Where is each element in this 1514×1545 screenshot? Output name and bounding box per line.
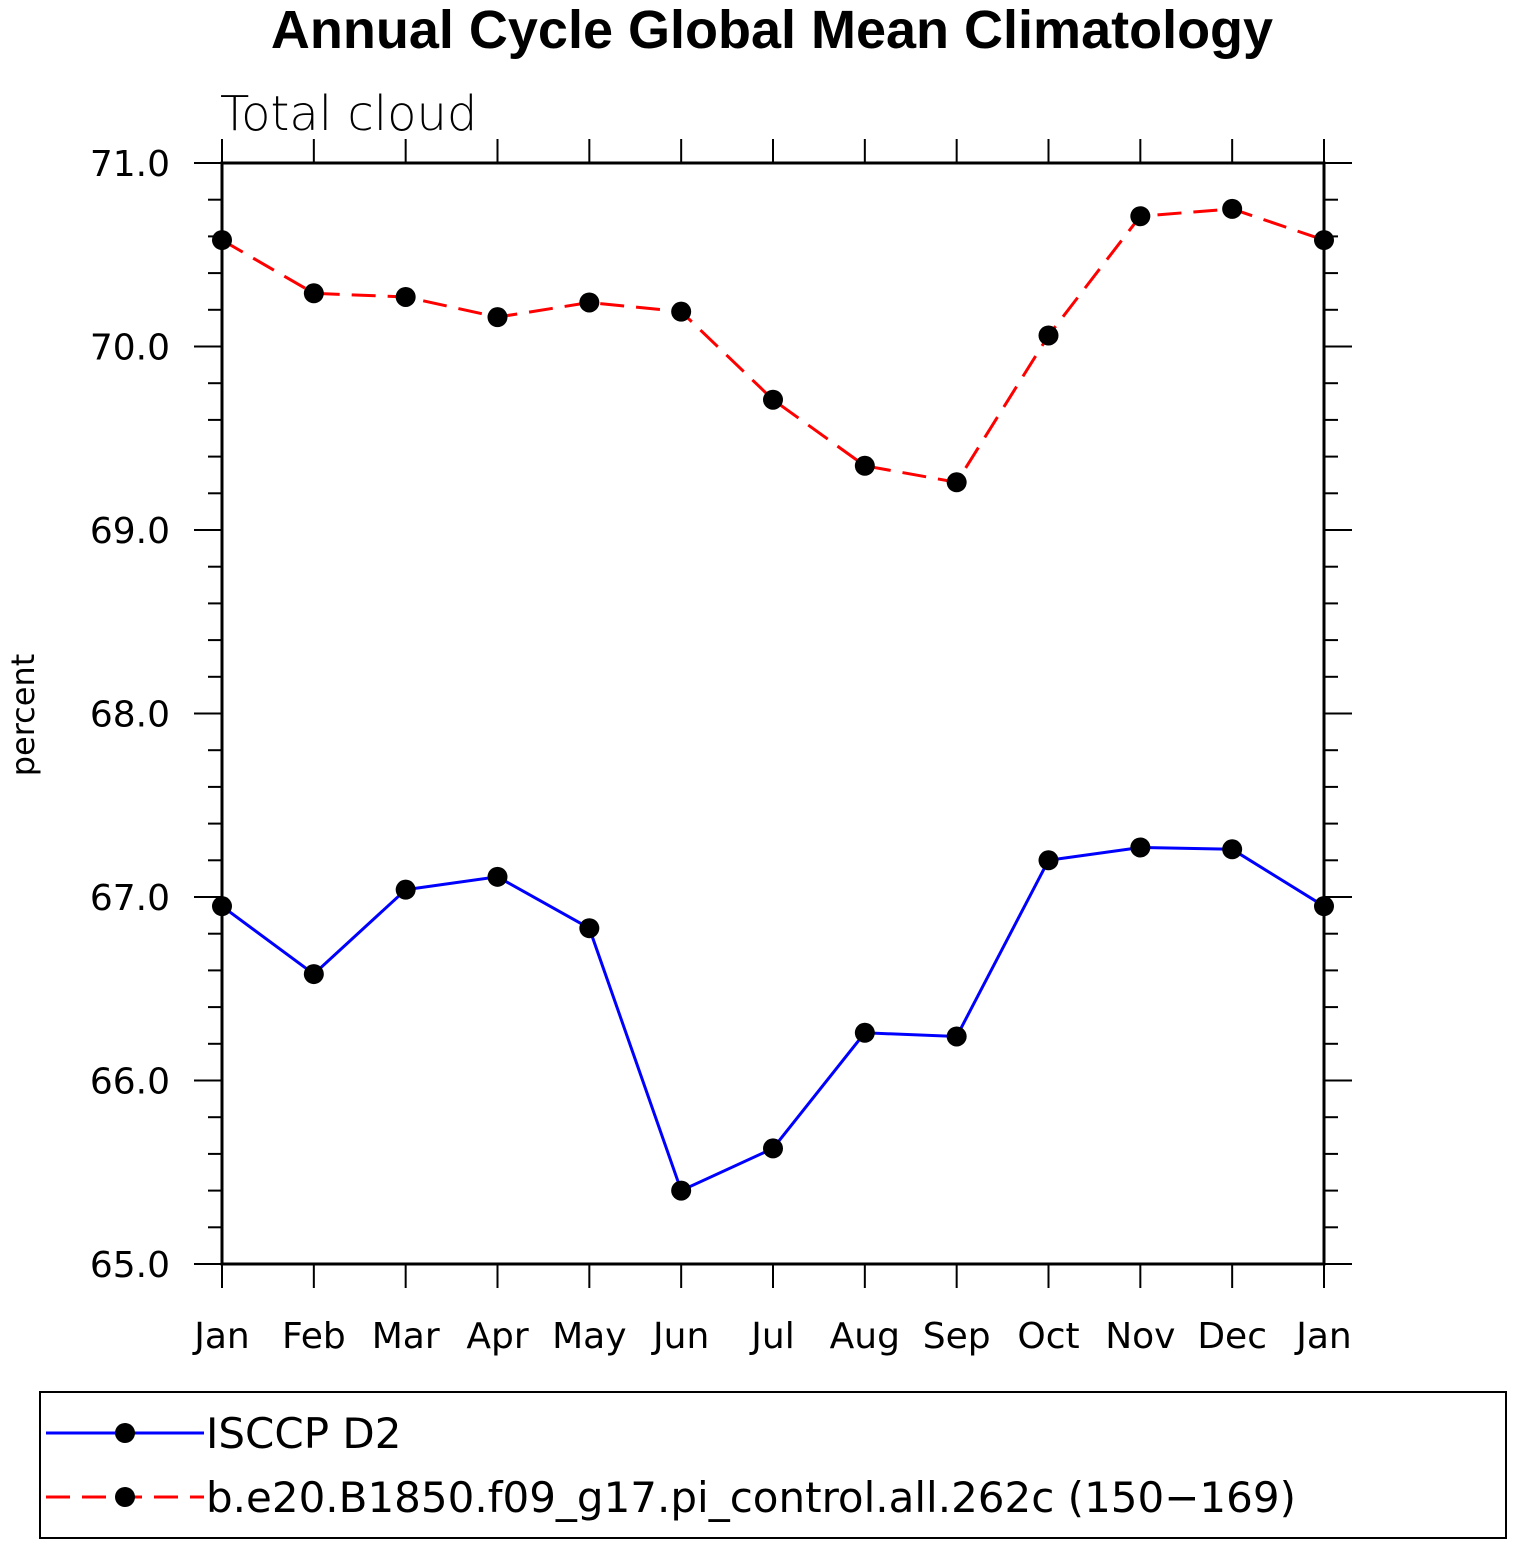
y-axis-label: percent [4,654,42,777]
series-2 [212,198,1334,493]
data-point [212,896,232,917]
series-layer [212,198,1334,1201]
legend-marker [115,1423,135,1443]
data-point [1130,837,1151,858]
series-1 [212,837,1334,1201]
data-point [579,292,600,313]
x-tick-label: Jan [192,1316,250,1357]
data-point [395,879,416,900]
y-tick-label: 71.0 [90,144,170,185]
legend [39,1391,1507,1539]
data-point [854,455,875,476]
legend-entries: ISCCP D2 b.e20.B1850.f09_g17.pi_control.a… [46,1409,1296,1522]
x-tick-label: Oct [1017,1316,1079,1357]
x-tick-label: Jun [651,1316,709,1357]
data-point [487,866,508,887]
data-point [212,230,232,251]
y-tick-label: 66.0 [90,1062,170,1103]
x-tick-label: Aug [830,1316,900,1357]
data-point [303,964,324,985]
data-point [1314,230,1334,251]
data-point [1038,325,1059,346]
y-tick-label: 70.0 [90,328,170,369]
x-tick-label: Sep [923,1316,991,1357]
data-point [763,1138,783,1159]
legend-entry-2: b.e20.B1850.f09_g17.pi_control.all.262c … [46,1473,1296,1522]
data-point [1130,206,1151,227]
axis-ticks [194,139,1352,1288]
series-line [221,207,1325,484]
legend-label: b.e20.B1850.f09_g17.pi_control.all.262c … [206,1473,1296,1522]
y-tick-label: 68.0 [90,695,170,736]
x-tick-labels: Jan Feb Mar Apr May Jun Jul Aug Sep Oct Nov Dec Jan [192,1316,1352,1357]
data-point [763,389,783,410]
x-tick-label: May [552,1316,626,1357]
data-point [946,1026,967,1047]
y-tick-label: 65.0 [90,1245,170,1286]
data-point [854,1022,875,1043]
x-tick-label: Jul [749,1316,794,1357]
data-point [671,1180,692,1201]
legend-label: ISCCP D2 [206,1409,401,1458]
x-tick-label: Nov [1105,1316,1175,1357]
x-tick-label: Jan [1294,1316,1352,1357]
data-point [395,286,416,307]
chart-subtitle: Total cloud [220,86,477,142]
x-tick-label: Apr [466,1316,528,1357]
chart-title: Annual Cycle Global Mean Climatology [271,0,1273,60]
y-tick-label: 67.0 [90,878,170,919]
data-point [303,283,324,304]
legend-marker [115,1487,135,1507]
y-tick-label: 69.0 [90,511,170,552]
data-point [946,472,967,493]
data-point [1222,839,1243,860]
y-tick-labels: 65.0 66.0 67.0 68.0 69.0 70.0 71.0 [90,144,170,1286]
data-point [1314,896,1334,917]
x-tick-label: Dec [1197,1316,1267,1357]
data-point [671,301,692,322]
x-tick-label: Feb [282,1316,346,1357]
plot-frame [220,161,1326,1266]
data-point [579,918,600,939]
data-point [1038,850,1059,871]
legend-entry-1: ISCCP D2 [46,1409,401,1458]
data-point [487,307,508,328]
x-tick-label: Mar [372,1316,440,1357]
data-point [1222,198,1243,219]
